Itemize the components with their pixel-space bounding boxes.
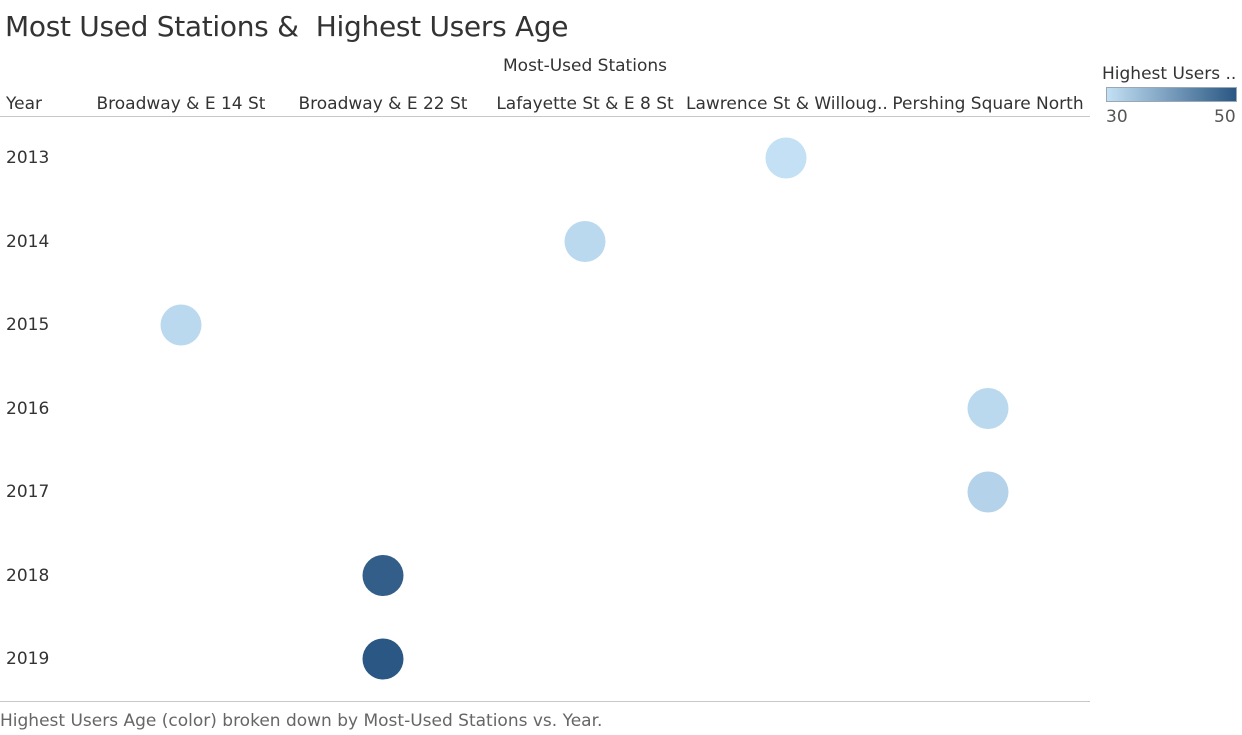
- column-header-lawrence: Lawrence St & Willoug..: [686, 94, 886, 114]
- header-divider: [0, 116, 1090, 117]
- column-header-broadway-e14: Broadway & E 14 St: [96, 94, 266, 114]
- chart-caption: Highest Users Age (color) broken down by…: [0, 711, 603, 731]
- data-point-2016[interactable]: [967, 388, 1009, 429]
- plot-area: [160, 137, 1009, 680]
- legend-title[interactable]: Highest Users ..: [1102, 64, 1237, 84]
- row-label-2018: 2018: [6, 566, 50, 586]
- row-label-2016: 2016: [6, 399, 50, 419]
- data-point-2015[interactable]: [160, 304, 202, 346]
- row-label-2013: 2013: [6, 148, 50, 168]
- row-label-2017: 2017: [6, 482, 50, 502]
- column-header-lafayette: Lafayette St & E 8 St: [496, 94, 674, 114]
- legend-max-label: 50: [1214, 107, 1236, 127]
- data-point-2014[interactable]: [564, 221, 606, 262]
- chart-title: Most Used Stations & Highest Users Age: [5, 10, 569, 43]
- data-point-2017[interactable]: [967, 471, 1009, 513]
- row-label-2014: 2014: [6, 232, 50, 252]
- data-point-2018[interactable]: [362, 555, 404, 596]
- legend-color-ramp: [1106, 87, 1237, 102]
- legend-min-label: 30: [1106, 107, 1128, 127]
- row-label-2015: 2015: [6, 315, 50, 335]
- bottom-divider: [0, 701, 1090, 702]
- column-group-label: Most-Used Stations: [503, 56, 667, 76]
- row-label-2019: 2019: [6, 649, 50, 669]
- column-header-broadway-e22: Broadway & E 22 St: [298, 94, 468, 114]
- data-point-2019[interactable]: [362, 638, 404, 680]
- row-header-year: Year: [6, 94, 42, 114]
- data-point-2013[interactable]: [765, 137, 807, 179]
- column-header-pershing: Pershing Square North: [892, 94, 1084, 114]
